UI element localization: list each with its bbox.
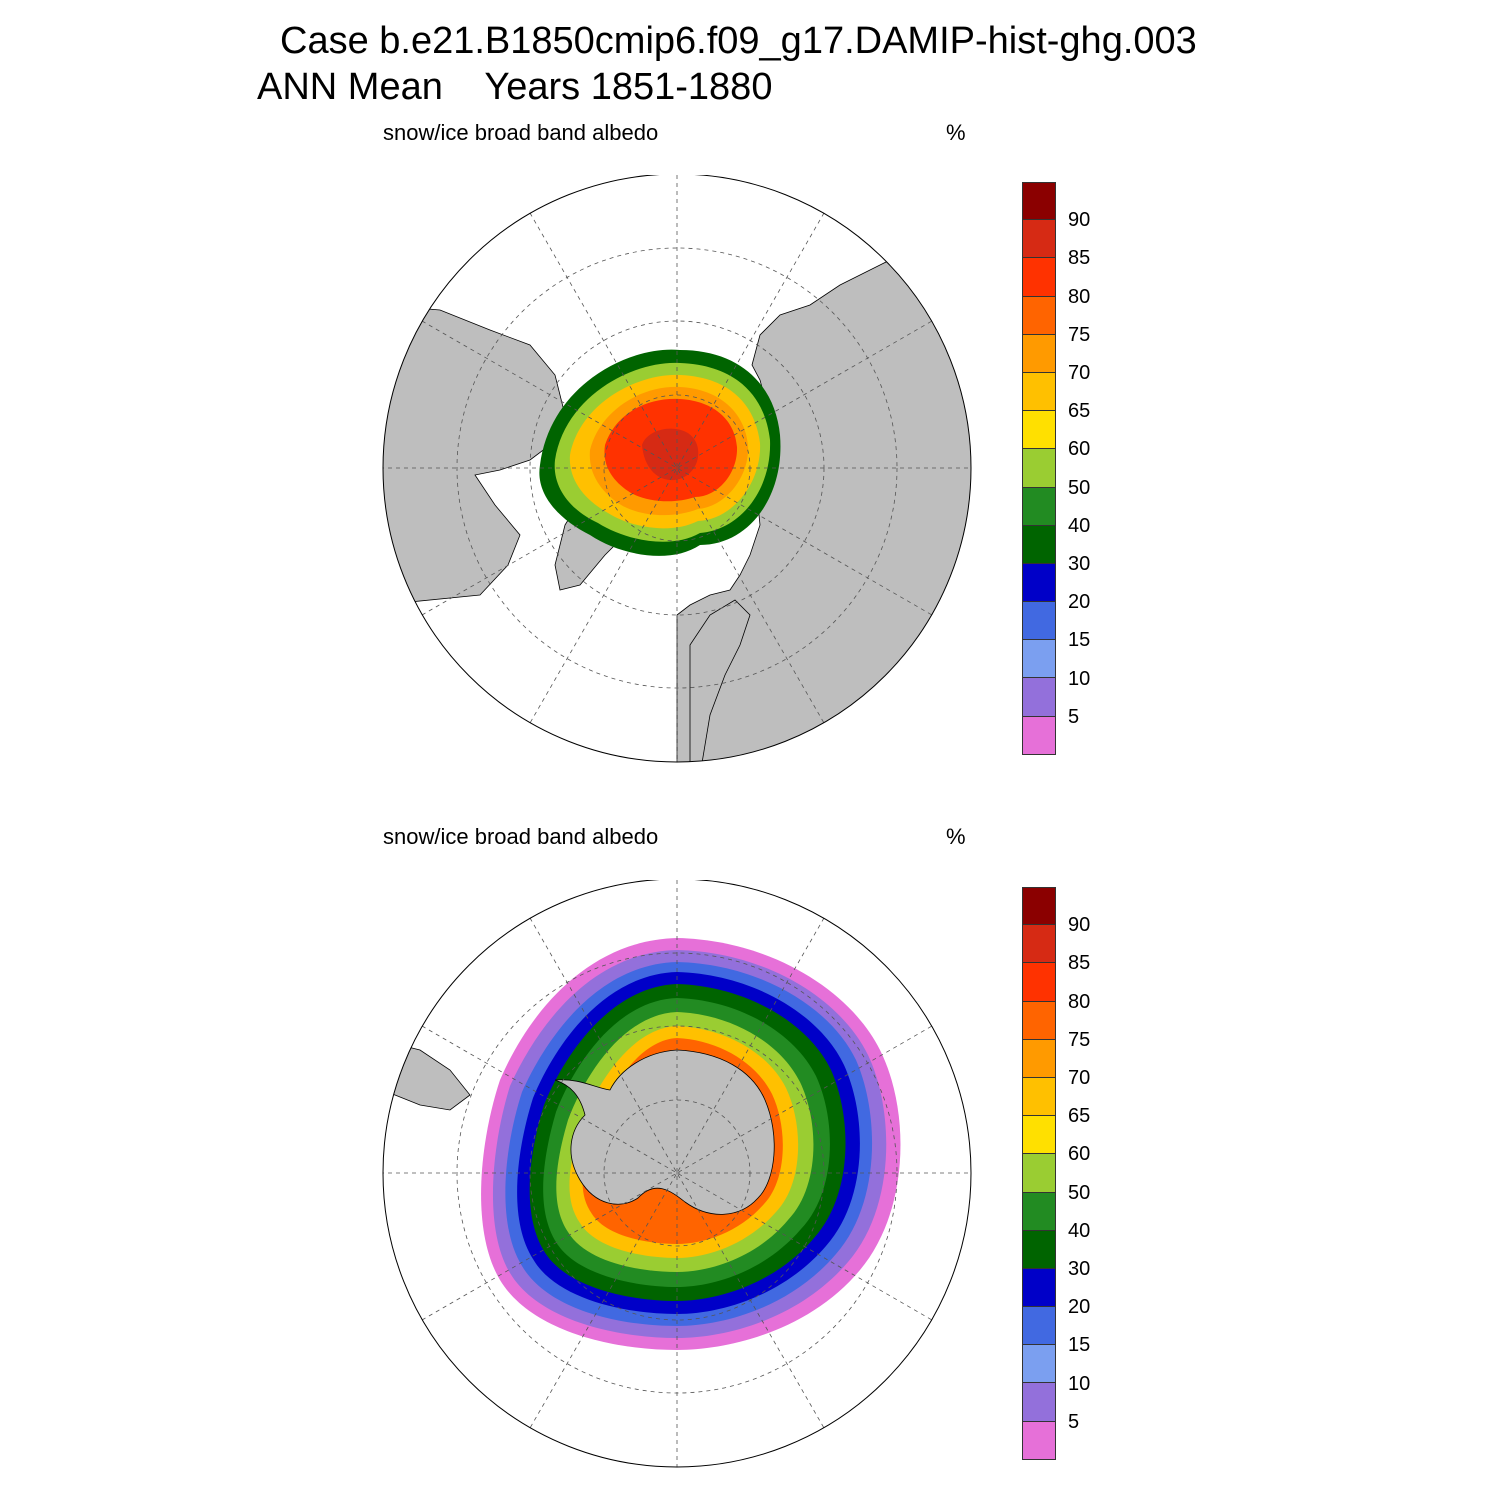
colorbar-box (1022, 334, 1056, 373)
colorbar-box (1022, 182, 1056, 221)
colorbar-box (1022, 449, 1056, 488)
north-polar-map (382, 175, 972, 763)
graticule (383, 880, 971, 1467)
arctic-sea-ice (539, 349, 781, 556)
figure-title-case: Case b.e21.B1850cmip6.f09_g17.DAMIP-hist… (280, 20, 1197, 62)
colorbar-box (1022, 1345, 1056, 1384)
colorbar-box (1022, 1001, 1056, 1040)
colorbar-box (1022, 602, 1056, 641)
colorbar-tick-label: 75 (1068, 1028, 1091, 1051)
colorbar-box (1022, 1307, 1056, 1346)
colorbar-tick-label: 90 (1068, 914, 1091, 937)
south-colorbar: 90 85 80 75 70 65 60 50 40 30 20 15 10 5 (1022, 887, 1090, 1460)
colorbar-box (1022, 716, 1056, 755)
colorbar-box (1022, 1077, 1056, 1117)
colorbar-box (1022, 372, 1056, 412)
colorbar-tick-label: 10 (1068, 1372, 1091, 1395)
colorbar-tick-label: 90 (1068, 209, 1091, 232)
south-polar-map (382, 880, 972, 1468)
colorbar-box (1022, 1268, 1056, 1308)
north-colorbar: 90 85 80 75 70 65 60 50 40 30 20 15 10 5 (1022, 182, 1090, 755)
map-border (382, 880, 972, 1468)
colorbar-tick-label: 60 (1068, 1143, 1091, 1166)
colorbar-tick-label: 65 (1068, 400, 1091, 423)
colorbar-tick-label: 30 (1068, 553, 1091, 575)
colorbar-tick-label: 40 (1068, 514, 1091, 537)
colorbar-tick-label: 15 (1068, 629, 1091, 652)
colorbar-tick-label: 15 (1068, 1334, 1091, 1357)
colorbar-box (1022, 1039, 1056, 1078)
colorbar-tick-label: 70 (1068, 362, 1091, 384)
map-border (382, 175, 972, 763)
south-panel-variable-label: snow/ice broad band albedo (383, 824, 659, 849)
colorbar-box (1022, 296, 1056, 335)
colorbar-box (1022, 1230, 1056, 1269)
north-panel-variable-label: snow/ice broad band albedo (383, 120, 659, 145)
colorbar-box (1022, 1154, 1056, 1193)
colorbar-tick-label: 75 (1068, 323, 1091, 346)
colorbar-box (1022, 925, 1056, 964)
colorbar-tick-label: 80 (1068, 990, 1091, 1013)
colorbar-tick-label: 40 (1068, 1219, 1091, 1242)
south-panel-units-label: % (946, 824, 966, 849)
colorbar-tick-label: 10 (1068, 667, 1091, 690)
land-north-america (383, 304, 566, 606)
colorbar-tick-label: 80 (1068, 285, 1091, 308)
colorbar-box (1022, 220, 1056, 259)
colorbar-box (1022, 487, 1056, 526)
colorbar-box (1022, 258, 1056, 297)
colorbar-tick-label: 30 (1068, 1258, 1091, 1280)
colorbar-box (1022, 640, 1056, 679)
colorbar-tick-label: 5 (1068, 1410, 1080, 1433)
colorbar-tick-label: 20 (1068, 1296, 1091, 1319)
colorbar-box (1022, 563, 1056, 603)
colorbar-tick-label: 5 (1068, 705, 1080, 728)
colorbar-box (1022, 411, 1056, 450)
colorbar-tick-label: 50 (1068, 1181, 1091, 1204)
colorbar-tick-label: 65 (1068, 1105, 1091, 1128)
colorbar-tick-label: 60 (1068, 438, 1091, 461)
north-panel-units-label: % (946, 120, 966, 145)
colorbar-tick-label: 85 (1068, 247, 1091, 270)
colorbar-box (1022, 1116, 1056, 1155)
colorbar-tick-label: 85 (1068, 952, 1091, 975)
graticule (383, 175, 971, 762)
colorbar-box (1022, 525, 1056, 564)
colorbar-tick-label: 70 (1068, 1067, 1091, 1089)
colorbar-box (1022, 1421, 1056, 1460)
land-scandinavia (689, 599, 751, 762)
colorbar-box (1022, 1383, 1056, 1422)
figure-title-period: ANN Mean Years 1851-1880 (257, 66, 773, 108)
colorbar-box (1022, 963, 1056, 1002)
colorbar-box (1022, 887, 1056, 926)
colorbar-tick-label: 50 (1068, 476, 1091, 499)
colorbar-box (1022, 1192, 1056, 1231)
colorbar-tick-label: 20 (1068, 591, 1091, 614)
colorbar-box (1022, 678, 1056, 717)
